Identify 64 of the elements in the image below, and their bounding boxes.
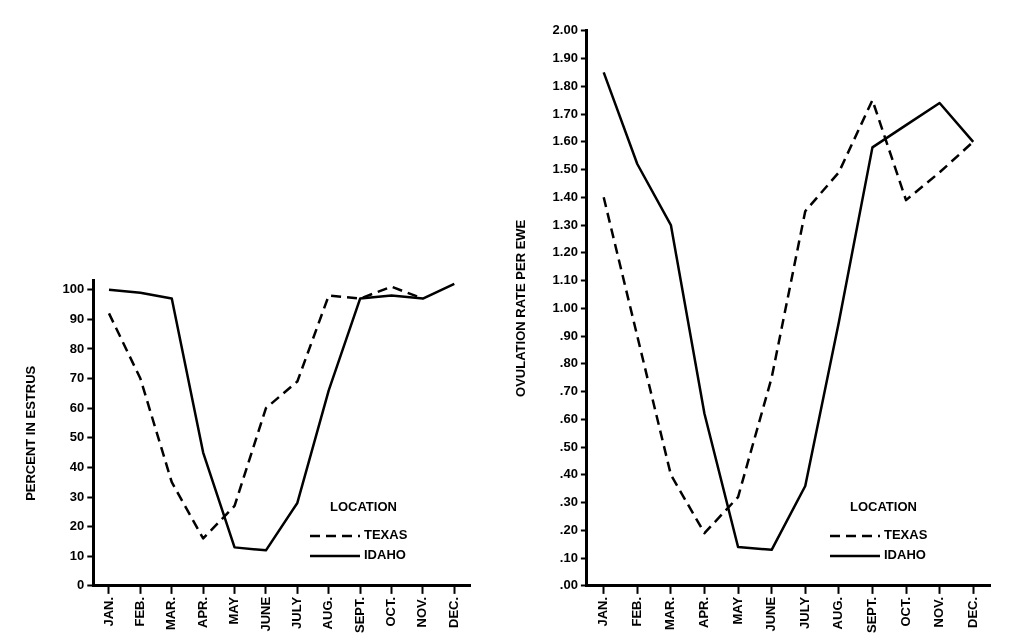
x-tick-label: SEPT. bbox=[864, 596, 880, 633]
x-tick-label: JUNE bbox=[257, 596, 273, 632]
x-tick-label: NOV. bbox=[414, 596, 430, 628]
y-axis-title: PERCENT IN ESTRUS bbox=[23, 365, 39, 501]
y-tick-label: 90 bbox=[69, 310, 85, 326]
x-tick-label: JAN. bbox=[595, 596, 611, 627]
y-tick-label: 30 bbox=[69, 488, 85, 504]
x-tick-label: MAR. bbox=[662, 596, 678, 631]
x-tick-label: OCT. bbox=[897, 596, 913, 627]
y-tick-label: 1.00 bbox=[552, 299, 578, 315]
y-tick-label: 1.70 bbox=[552, 105, 578, 121]
y-tick-label: .50 bbox=[559, 438, 578, 454]
y-tick-label: .20 bbox=[559, 521, 578, 537]
y-tick-label: 60 bbox=[69, 399, 85, 415]
y-tick-label: 10 bbox=[69, 547, 85, 563]
y-tick-label: 1.50 bbox=[552, 161, 578, 177]
x-tick-label: JULY bbox=[796, 596, 812, 629]
y-tick-label: 50 bbox=[69, 429, 85, 445]
x-tick-label: MAR. bbox=[163, 596, 179, 631]
y-tick-label: 20 bbox=[69, 518, 85, 534]
legend-label: TEXAS bbox=[884, 527, 928, 543]
x-tick-label: JUNE bbox=[763, 596, 779, 632]
x-tick-label: AUG. bbox=[320, 596, 336, 630]
y-tick-label: .70 bbox=[559, 383, 578, 399]
y-tick-label: 80 bbox=[69, 340, 85, 356]
x-tick-label: FEB. bbox=[131, 596, 147, 627]
y-tick-label: .30 bbox=[559, 494, 578, 510]
x-tick-label: JULY bbox=[288, 596, 304, 629]
x-tick-label: SEPT. bbox=[351, 596, 367, 633]
legend-label: IDAHO bbox=[884, 547, 926, 563]
y-axis-title: OVULATION RATE PER EWE bbox=[513, 219, 529, 397]
x-tick-label: APR. bbox=[194, 596, 210, 628]
y-tick-label: 1.60 bbox=[552, 133, 578, 149]
y-tick-label: 2.00 bbox=[552, 22, 578, 38]
x-tick-label: APR. bbox=[696, 596, 712, 628]
x-tick-label: MAY bbox=[226, 596, 242, 625]
y-tick-label: 1.10 bbox=[552, 272, 578, 288]
x-tick-label: AUG. bbox=[830, 596, 846, 630]
y-tick-label: 40 bbox=[69, 458, 85, 474]
y-tick-label: .90 bbox=[559, 327, 578, 343]
y-tick-label: 0 bbox=[77, 577, 85, 593]
y-tick-label: 1.20 bbox=[552, 244, 578, 260]
y-tick-label: .10 bbox=[559, 549, 578, 565]
x-tick-label: DEC. bbox=[445, 596, 461, 628]
legend-title: LOCATION bbox=[330, 499, 397, 515]
x-tick-label: FEB. bbox=[628, 596, 644, 627]
y-tick-label: .40 bbox=[559, 466, 578, 482]
x-tick-label: MAY bbox=[729, 596, 745, 625]
legend-label: IDAHO bbox=[364, 547, 406, 563]
x-tick-label: NOV. bbox=[931, 596, 947, 628]
y-tick-label: 1.80 bbox=[552, 77, 578, 93]
y-tick-label: .00 bbox=[559, 577, 578, 593]
x-tick-label: DEC. bbox=[964, 596, 980, 628]
y-tick-label: .80 bbox=[559, 355, 578, 371]
y-tick-label: 100 bbox=[62, 281, 85, 297]
y-tick-label: 1.30 bbox=[552, 216, 578, 232]
y-tick-label: 1.90 bbox=[552, 50, 578, 66]
legend-title: LOCATION bbox=[850, 499, 917, 515]
x-tick-label: OCT. bbox=[383, 596, 399, 627]
x-tick-label: JAN. bbox=[100, 596, 116, 627]
y-tick-label: 1.40 bbox=[552, 188, 578, 204]
legend-label: TEXAS bbox=[364, 527, 408, 543]
y-tick-label: .60 bbox=[559, 410, 578, 426]
y-tick-label: 70 bbox=[69, 370, 85, 386]
